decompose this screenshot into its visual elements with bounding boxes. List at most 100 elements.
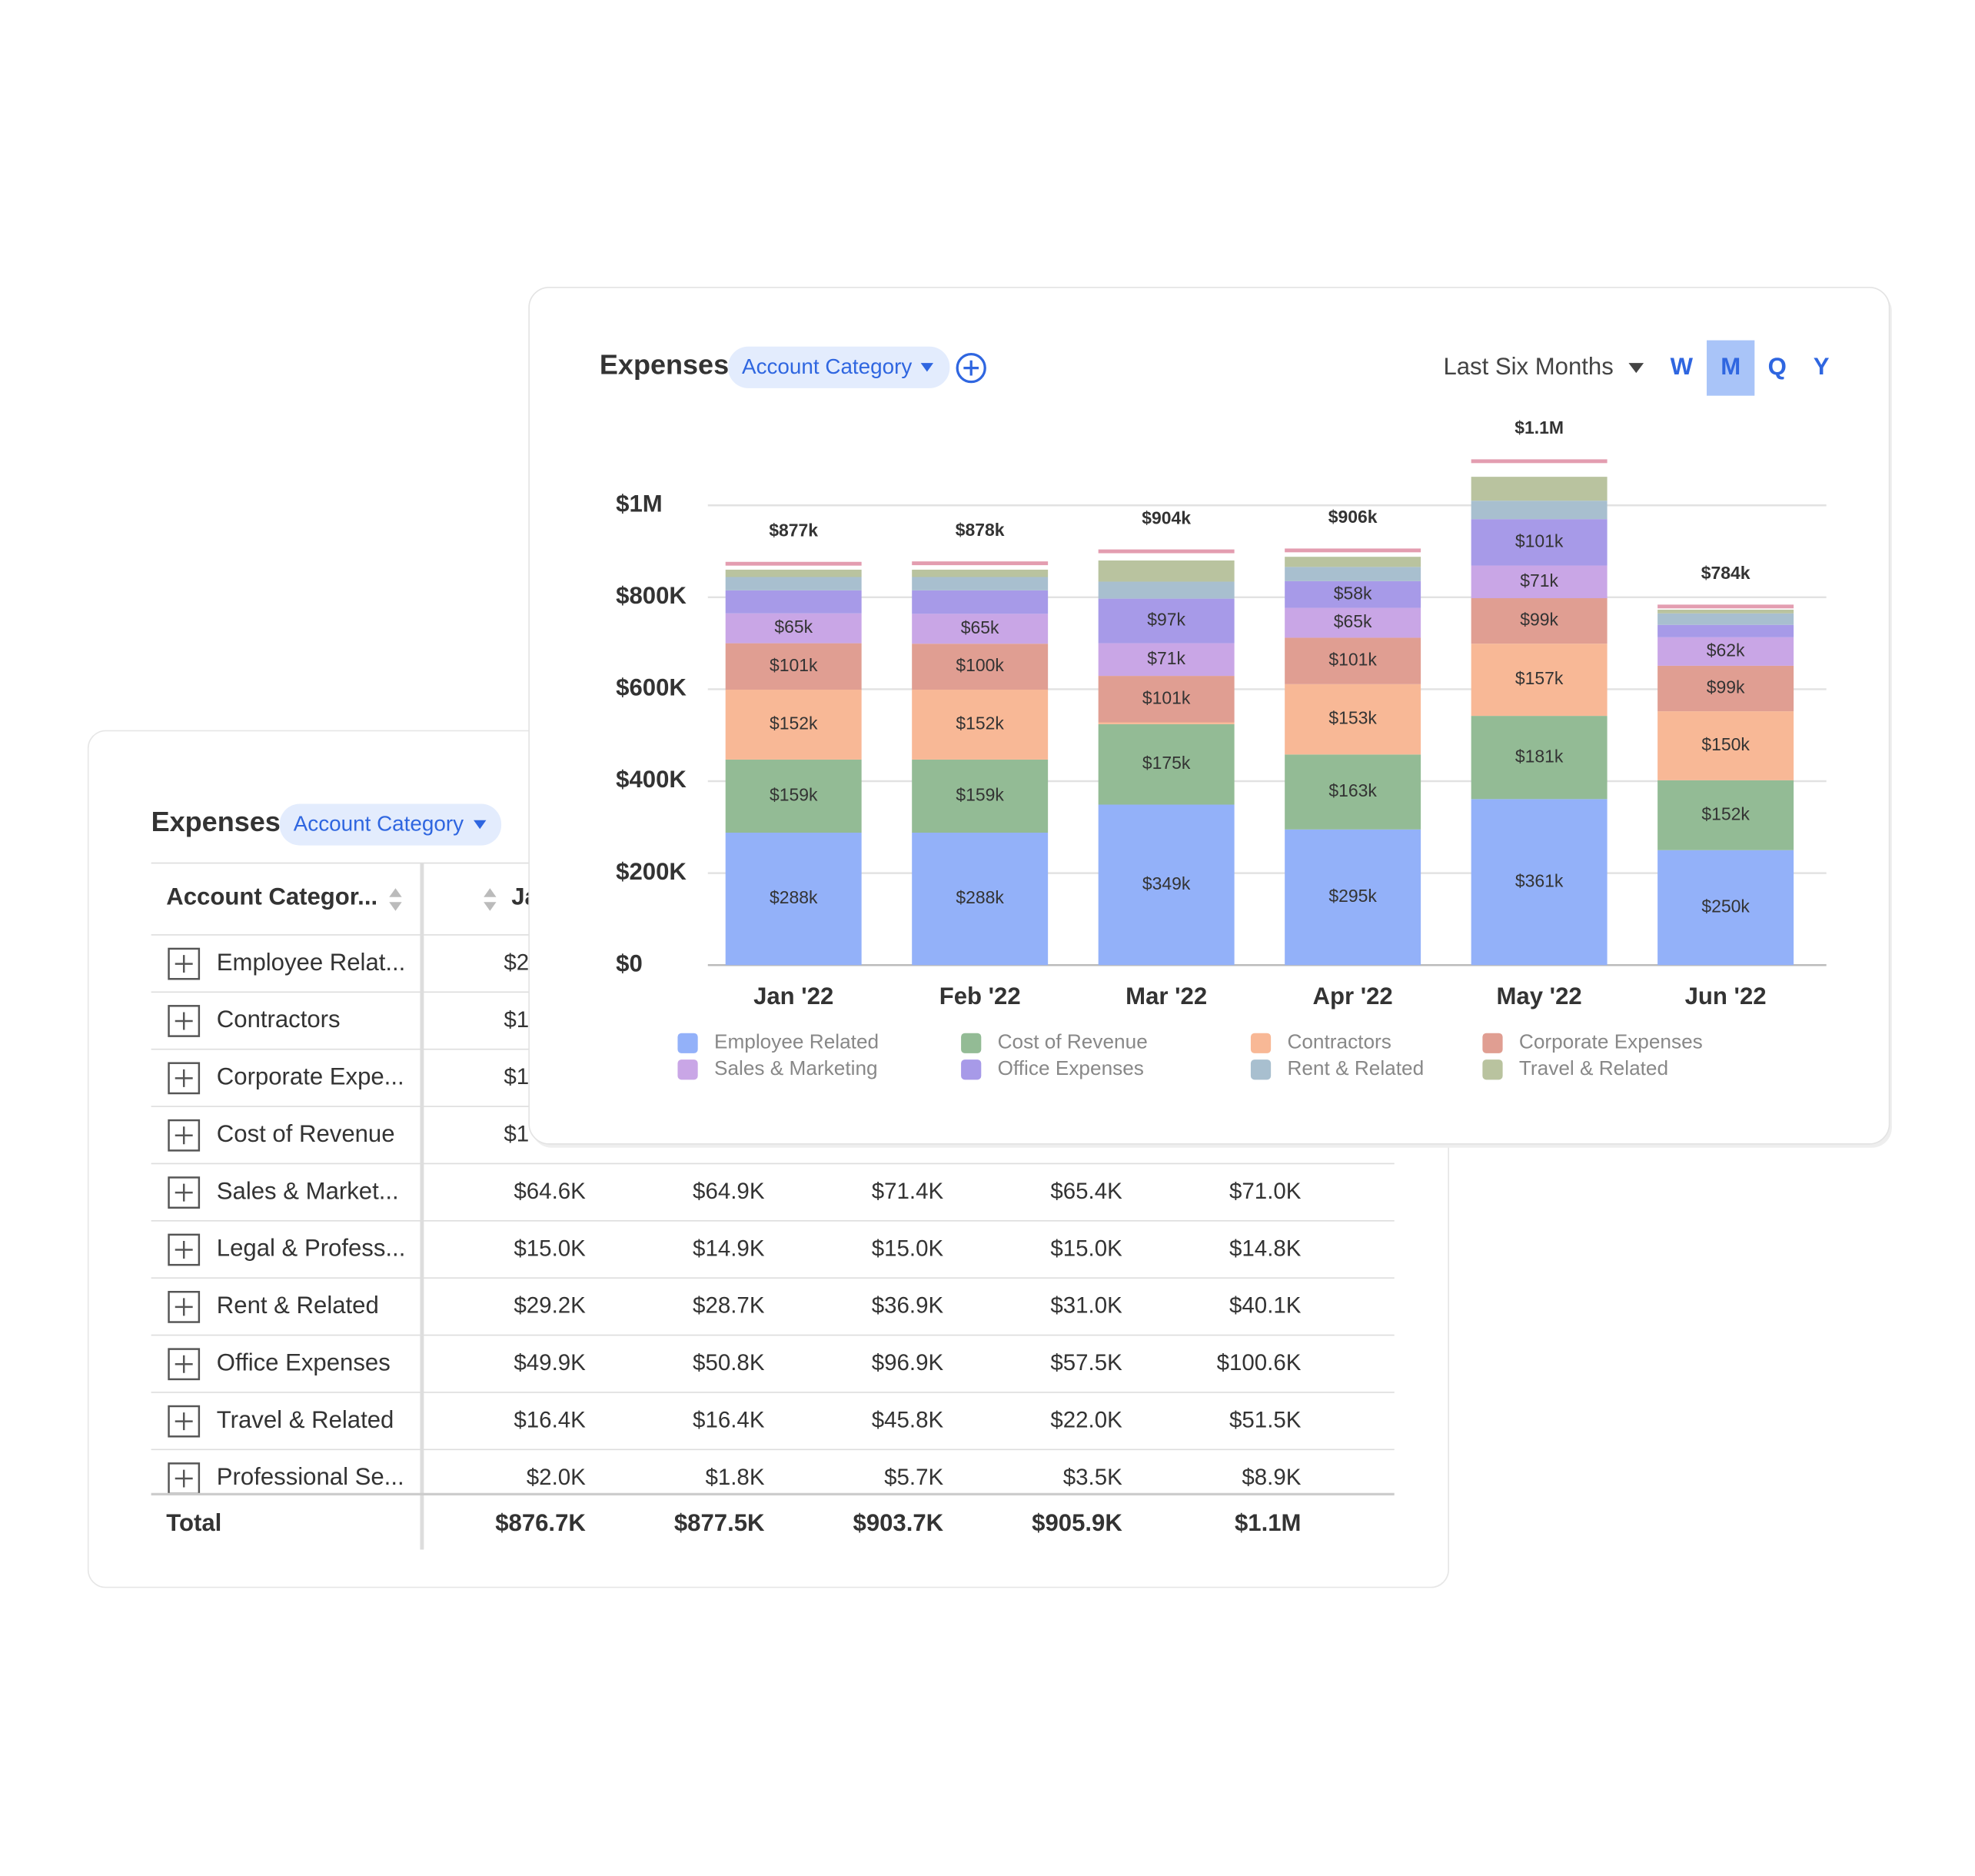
bar-segment [725, 759, 862, 833]
expand-plus [175, 955, 193, 973]
expand-icon[interactable] [168, 1062, 201, 1095]
bar-segment [912, 690, 1049, 760]
row-label: Travel & Related [217, 1406, 394, 1433]
chip[interactable] [727, 346, 950, 388]
x-tick-label: Apr '22 [1313, 983, 1393, 1010]
expand-plus [175, 1069, 193, 1087]
period-button[interactable]: M [1721, 353, 1741, 380]
chip-arrow [474, 820, 487, 830]
bar-segment [912, 644, 1049, 690]
bar-segment [912, 569, 1049, 577]
add-button[interactable] [956, 352, 986, 384]
expand-plus [175, 1241, 193, 1259]
bar-segment [1285, 829, 1421, 966]
cell: $65.4K [1050, 1179, 1122, 1204]
total-marker [912, 561, 1049, 566]
segment-label: $99k [1520, 610, 1558, 630]
cell: $1 [504, 1064, 529, 1089]
bar-segment [725, 590, 862, 614]
segment-label: $288k [770, 887, 818, 907]
cell: $49.9K [514, 1350, 586, 1375]
x-tick-label: Mar '22 [1125, 983, 1207, 1010]
bar-segment [1471, 565, 1608, 599]
cell: $16.4K [514, 1407, 586, 1432]
expand-plus [175, 1298, 193, 1316]
expand-plus [175, 1183, 193, 1202]
period-button[interactable]: Q [1768, 353, 1787, 380]
bar-segment [1285, 567, 1421, 581]
legend-swatch [961, 1059, 982, 1080]
cell: $1.8K [705, 1465, 764, 1490]
chip-arrow [920, 363, 934, 372]
cell: $96.9K [872, 1350, 944, 1375]
expand-plus [175, 1469, 193, 1488]
period-button[interactable]: W [1671, 353, 1694, 380]
row-label: Employee Relat... [217, 949, 406, 976]
cell: $1 [504, 1007, 529, 1033]
range-select[interactable]: Last Six Months [1443, 353, 1613, 380]
cell: $28.7K [693, 1293, 765, 1319]
segment-label: $101k [1142, 687, 1191, 707]
cell: $50.8K [693, 1350, 765, 1375]
segment-label: $65k [961, 617, 999, 637]
total-label: Total [166, 1509, 221, 1536]
legend-label: Corporate Expenses [1519, 1030, 1703, 1053]
bar-segment [1285, 684, 1421, 755]
cell: $40.1K [1229, 1293, 1302, 1319]
expand-icon[interactable] [168, 1348, 201, 1381]
total-cell: $905.9K [1032, 1509, 1122, 1536]
total-label: $877k [769, 521, 818, 541]
cell: $71.4K [872, 1179, 944, 1204]
bar-segment [1657, 665, 1794, 712]
cell: $22.0K [1050, 1407, 1122, 1432]
bar-segment [912, 832, 1049, 966]
cell: $15.0K [872, 1236, 944, 1261]
period-button[interactable]: Y [1814, 353, 1830, 380]
segment-label: $65k [774, 617, 813, 637]
legend-swatch [1250, 1059, 1272, 1080]
cell: $51.5K [1229, 1407, 1302, 1432]
legend-label: Cost of Revenue [998, 1030, 1148, 1053]
expand-icon[interactable] [168, 1119, 201, 1152]
cell: $100.6K [1217, 1350, 1302, 1375]
expand-icon[interactable] [168, 1290, 201, 1323]
segment-label: $100k [956, 655, 1004, 675]
y-tick-label: $400K [616, 766, 687, 793]
expand-icon[interactable] [168, 1233, 201, 1266]
segment-label: $288k [956, 887, 1004, 907]
expand-icon[interactable] [168, 947, 201, 980]
chip[interactable] [279, 803, 502, 846]
cell: $3.5K [1063, 1465, 1122, 1490]
legend-swatch [961, 1033, 982, 1053]
row-label: Professional Se... [217, 1463, 404, 1490]
segment-label: $150k [1701, 734, 1750, 754]
bar-segment [725, 577, 862, 590]
bar-segment [1098, 676, 1235, 723]
sort-icon [389, 888, 402, 911]
expand-icon[interactable] [168, 1176, 201, 1209]
cell: $2.0K [527, 1465, 586, 1490]
row-label: Office Expenses [217, 1349, 391, 1375]
chart-title: Expenses [600, 349, 729, 381]
cell: $14.9K [693, 1236, 765, 1261]
bar-segment [1657, 637, 1794, 666]
segment-label: $152k [1701, 803, 1750, 823]
bar-segment [1285, 580, 1421, 608]
cell: $15.0K [514, 1236, 586, 1261]
total-label: $904k [1142, 507, 1191, 527]
row-label: Sales & Market... [217, 1177, 399, 1204]
legend-label: Contractors [1287, 1030, 1391, 1053]
total-label: $878k [956, 520, 1005, 540]
bar-segment [1471, 519, 1608, 566]
legend-swatch [677, 1033, 698, 1053]
segment-label: $250k [1701, 896, 1750, 916]
bar-segment [1098, 804, 1235, 966]
sort-icon [484, 888, 497, 911]
row-label: Contractors [217, 1006, 341, 1033]
expand-icon[interactable] [168, 1005, 201, 1037]
expand-icon[interactable] [168, 1405, 201, 1438]
legend-label: Rent & Related [1287, 1056, 1424, 1079]
x-tick-label: Jan '22 [753, 983, 833, 1010]
expand-plus [175, 1412, 193, 1431]
legend-label: Travel & Related [1519, 1056, 1668, 1079]
